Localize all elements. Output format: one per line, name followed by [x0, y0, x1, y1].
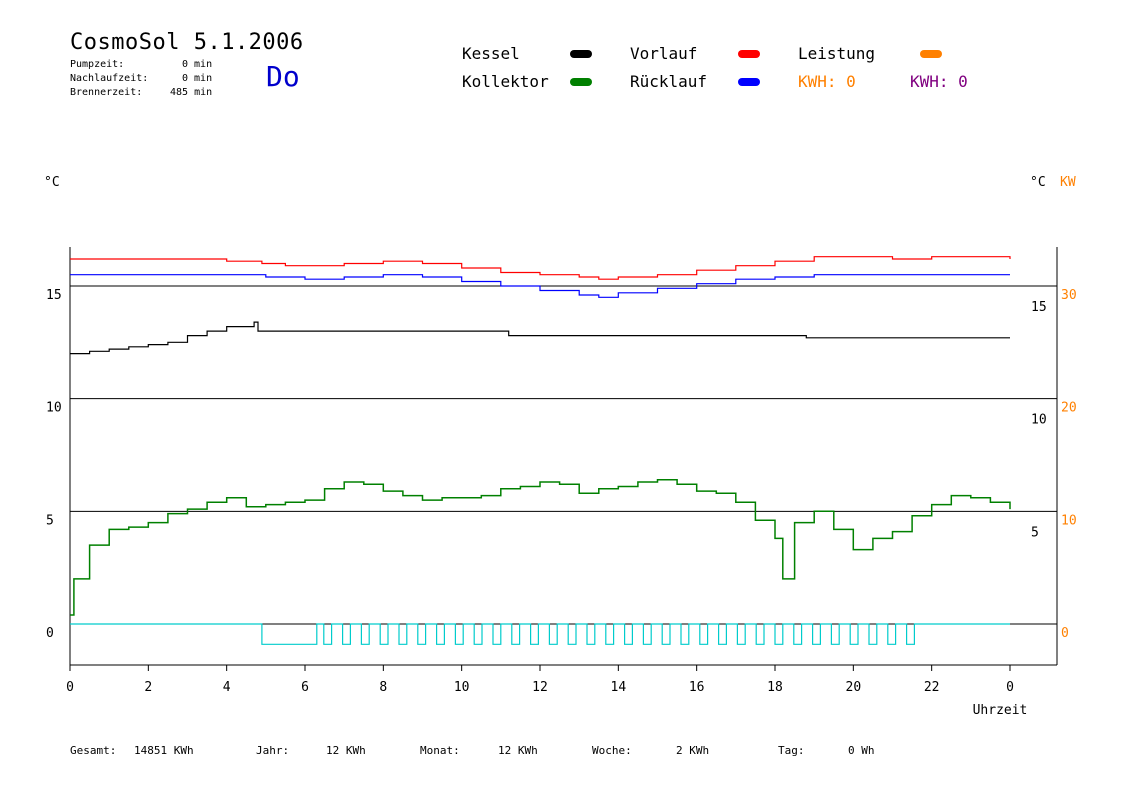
footer-woche-label: Woche: — [592, 744, 632, 757]
legend-vorlauf-label: Vorlauf — [630, 44, 698, 63]
x-tick-label: 6 — [301, 680, 309, 695]
y-left-tick-label: 15 — [46, 288, 62, 303]
right-axis-unit-kw: KW — [1060, 175, 1076, 190]
footer-monat-value: 12 KWh — [498, 744, 538, 757]
x-tick-label: 18 — [767, 680, 783, 695]
x-axis-title: Uhrzeit — [973, 703, 1028, 718]
footer-monat-label: Monat: — [420, 744, 460, 757]
footer-tag-label: Tag: — [778, 744, 805, 757]
legend-kollektor-swatch — [570, 78, 592, 86]
legend-kwh-orange: KWH: 0 — [798, 72, 856, 91]
y-right-kw-tick-label: 30 — [1061, 288, 1077, 303]
y-left-tick-label: 5 — [46, 513, 54, 528]
y-right-c-tick-label: 5 — [1031, 525, 1039, 540]
footer-gesamt-label: Gesamt: — [70, 744, 117, 757]
x-tick-label: 2 — [144, 680, 152, 695]
app-title: CosmoSol 5.1.2006 — [70, 30, 304, 55]
left-axis-unit: °C — [44, 175, 60, 190]
x-tick-label: 8 — [379, 680, 387, 695]
stat-nachlaufzeit-label: Nachlaufzeit: — [70, 73, 149, 84]
stat-pumpzeit-value: 0 min — [182, 59, 213, 70]
legend-kollektor-label: Kollektor — [462, 72, 549, 91]
stat-nachlaufzeit-value: 0 min — [182, 73, 213, 84]
legend-leistung-swatch — [920, 50, 942, 58]
y-right-kw-tick-label: 20 — [1061, 401, 1077, 416]
x-tick-label: 10 — [454, 680, 470, 695]
footer-jahr-label: Jahr: — [256, 744, 290, 757]
legend-kessel-label: Kessel — [462, 44, 520, 63]
weekday-label: Do — [266, 60, 300, 93]
footer-jahr-value: 12 KWh — [326, 744, 366, 757]
legend-ruecklauf-label: Rücklauf — [630, 72, 708, 91]
x-tick-label: 20 — [846, 680, 862, 695]
y-right-c-tick-label: 10 — [1031, 413, 1047, 428]
x-tick-label: 0 — [66, 680, 74, 695]
x-tick-label: 14 — [611, 680, 627, 695]
footer-woche-value: 2 KWh — [676, 744, 710, 757]
footer-tag-value: 0 Wh — [848, 744, 875, 757]
x-tick-label: 0 — [1006, 680, 1014, 695]
x-tick-label: 22 — [924, 680, 940, 695]
series-kessel — [70, 321, 1010, 355]
x-tick-label: 4 — [223, 680, 231, 695]
y-left-tick-label: 10 — [46, 401, 62, 416]
y-right-kw-tick-label: 0 — [1061, 626, 1069, 641]
series-kollektor — [70, 479, 1011, 616]
y-right-c-tick-label: 15 — [1031, 300, 1047, 315]
x-tick-label: 16 — [689, 680, 705, 695]
legend-kessel-swatch — [570, 50, 592, 58]
y-left-tick-label: 0 — [46, 626, 54, 641]
right-axis-unit-c: °C — [1030, 175, 1046, 190]
stat-brennerzeit-value: 485 min — [170, 87, 213, 98]
y-right-kw-tick-label: 10 — [1061, 513, 1077, 528]
legend-leistung-label: Leistung — [798, 44, 876, 63]
series-ruecklauf — [70, 274, 1010, 298]
series-vorlauf — [70, 256, 1011, 280]
stat-brennerzeit-label: Brennerzeit: — [70, 87, 143, 98]
legend-ruecklauf-swatch — [738, 78, 760, 86]
footer-gesamt-value: 14851 KWh — [134, 744, 194, 757]
x-tick-label: 12 — [532, 680, 548, 695]
legend-vorlauf-swatch — [738, 50, 760, 58]
legend-kwh-purple: KWH: 0 — [910, 72, 968, 91]
stat-pumpzeit-label: Pumpzeit: — [70, 59, 125, 70]
series-pump-signal — [70, 623, 1010, 645]
